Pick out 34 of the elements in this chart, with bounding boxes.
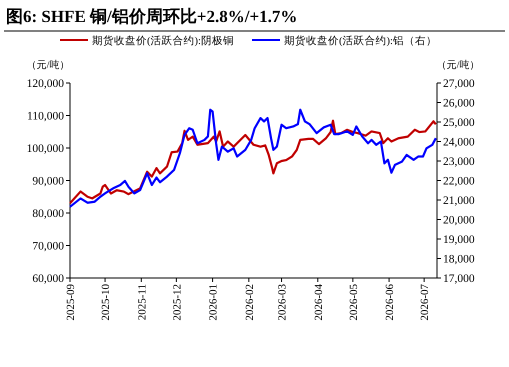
y-tick-label: 90,000 (32, 176, 64, 188)
y2-tick-label: 27,000 (443, 78, 475, 90)
y-tick-label: 80,000 (32, 208, 64, 220)
y2-tick-label: 25,000 (443, 117, 475, 129)
y-axis-title: （元/吨） (26, 59, 70, 71)
y2-tick-label: 18,000 (443, 254, 475, 266)
y2-axis-title: （元/吨） (436, 59, 480, 71)
x-tick-label: 2025-09 (65, 284, 77, 321)
y2-tick-label: 19,000 (443, 234, 475, 246)
x-tick-label: 2026-03 (276, 284, 289, 321)
legend-label: 期货收盘价(活跃合约):阴极铜 (92, 34, 234, 47)
x-tick-label: 2025-10 (100, 284, 112, 321)
y2-tick-label: 21,000 (443, 195, 475, 207)
y-tick-label: 120,000 (26, 78, 64, 90)
x-tick-label: 2026-06 (384, 284, 396, 321)
y2-tick-label: 22,000 (443, 176, 475, 188)
y-tick-label: 60,000 (32, 273, 64, 285)
legend-label: 期货收盘价(活跃合约):铝（右） (284, 34, 437, 47)
y2-tick-label: 23,000 (443, 156, 475, 168)
y-tick-label: 100,000 (26, 143, 64, 155)
y2-tick-label: 26,000 (443, 98, 475, 110)
y-tick-label: 110,000 (27, 110, 64, 122)
chart-title: 图6: SHFE 铜/铝价周环比+2.8%/+1.7% (6, 7, 298, 26)
x-tick-label: 2025-12 (171, 284, 184, 321)
x-tick-label: 2026-07 (419, 284, 432, 321)
x-tick-label: 2026-02 (244, 284, 256, 321)
y-tick-label: 70,000 (32, 240, 64, 252)
y2-tick-label: 20,000 (443, 214, 475, 226)
x-tick-label: 2026-04 (312, 284, 325, 321)
x-tick-label: 2026-01 (208, 284, 220, 321)
y2-tick-label: 17,000 (443, 273, 475, 285)
x-tick-label: 2025-11 (136, 284, 148, 320)
y2-tick-label: 24,000 (443, 136, 475, 148)
x-tick-label: 2026-05 (348, 284, 360, 321)
